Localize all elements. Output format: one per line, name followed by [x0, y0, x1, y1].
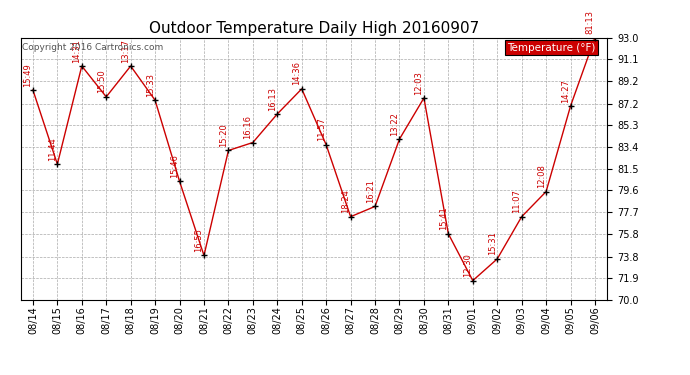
Text: 14:31: 14:31: [72, 39, 81, 63]
Text: 15:20: 15:20: [219, 123, 228, 147]
Text: 14:36: 14:36: [293, 62, 302, 86]
Text: 12:03: 12:03: [415, 71, 424, 94]
Text: 11:57: 11:57: [317, 117, 326, 141]
Text: 13:17: 13:17: [121, 39, 130, 63]
Text: Copyright 2016 Cartronics.com: Copyright 2016 Cartronics.com: [22, 43, 163, 52]
Text: 16:21: 16:21: [366, 179, 375, 203]
Text: 15:49: 15:49: [23, 63, 32, 87]
Text: 15:50: 15:50: [97, 70, 106, 93]
Text: 16:55: 16:55: [195, 228, 204, 252]
Text: 15:31: 15:31: [488, 232, 497, 255]
Text: Temperature (°F): Temperature (°F): [507, 43, 596, 53]
Text: 16:13: 16:13: [268, 87, 277, 111]
Text: 11:44: 11:44: [48, 137, 57, 161]
Text: 13:22: 13:22: [390, 112, 399, 136]
Text: 11:07: 11:07: [512, 189, 521, 213]
Text: 12:30: 12:30: [464, 253, 473, 277]
Text: 16:16: 16:16: [244, 115, 253, 139]
Text: 81:13: 81:13: [586, 10, 595, 34]
Text: 15:41: 15:41: [439, 207, 448, 230]
Text: 14:27: 14:27: [561, 79, 570, 102]
Text: 12:08: 12:08: [537, 164, 546, 188]
Title: Outdoor Temperature Daily High 20160907: Outdoor Temperature Daily High 20160907: [149, 21, 479, 36]
Text: 15:33: 15:33: [146, 73, 155, 97]
Text: 18:24: 18:24: [342, 189, 351, 213]
Text: 15:46: 15:46: [170, 154, 179, 178]
